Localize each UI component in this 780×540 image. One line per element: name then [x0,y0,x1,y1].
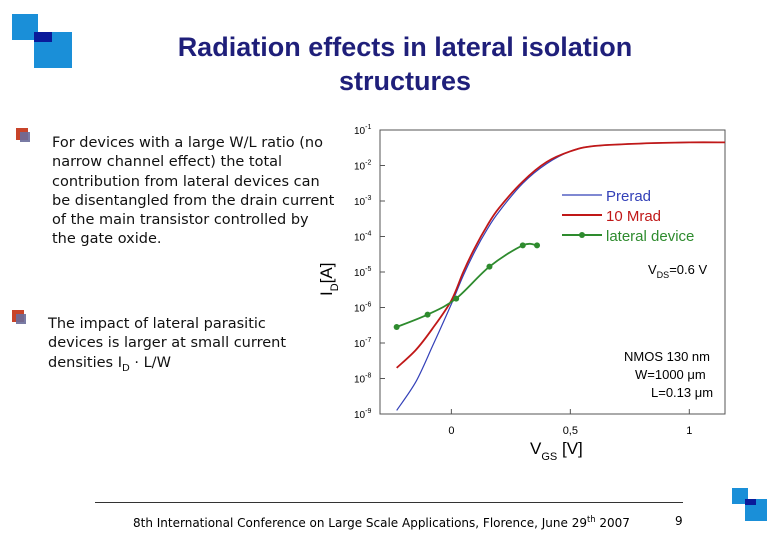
x-axis-label: VGS [V] [530,439,583,463]
y-axis-label: ID[A] [317,263,341,296]
x-tick-label: 0 [448,425,454,437]
length-annotation: L=0.13 μm [651,385,713,400]
legend-prerad-label: Prerad [606,188,651,205]
legend-lateral-label: lateral device [606,228,694,245]
y-tick-label: 10-8 [354,373,371,386]
y-tick-label: 10-2 [354,160,371,173]
y-tick-label: 10-3 [354,195,371,208]
y-tick-label: 10-9 [354,408,371,421]
id-vgs-chart: 10-1 10-2 10-3 10-4 10-5 10-6 10-7 10-8 10-9 0 0,… [317,124,726,463]
footer-year: 2007 [595,516,630,530]
lateral-device-point [453,295,460,302]
footer-text: 8th International Conference on Large Sc… [133,514,630,530]
logo-square [12,14,38,40]
page-number: 9 [675,514,683,528]
y-tick-label: 10-5 [354,266,371,279]
footer-divider [95,502,683,503]
bullet-2-main: The impact of lateral parasitic devices … [48,316,287,371]
y-tick-label: 10-4 [354,231,371,244]
legend-10mrad-label: 10 Mrad [606,208,661,225]
footer-main: 8th International Conference on Large Sc… [133,516,587,530]
series-line-10-mrad [396,141,726,369]
legend-lateral-marker [579,232,585,238]
width-annotation: W=1000 μm [635,367,706,382]
conference-logo-small [732,488,772,528]
lateral-device-point [519,242,526,249]
vds-annotation: VDS=0.6 V [648,262,707,280]
lateral-device-point [534,242,541,249]
x-tick-label: 1 [686,425,692,437]
logo-square [732,488,748,504]
bullet-2-sub: D [121,362,130,374]
logo-square [745,499,756,505]
logo-square [34,32,52,42]
nmos-annotation: NMOS 130 nm [624,349,710,364]
lateral-device-point [424,311,431,318]
y-tick-label: 10-1 [354,124,371,137]
bullet-square-icon [12,310,29,327]
bullet-2-tail: · L/W [129,354,171,371]
footer-sup: th [586,514,596,524]
y-tick-label: 10-7 [354,337,371,350]
y-tick-label: 10-6 [354,302,371,315]
x-tick-label: 0,5 [563,425,578,437]
bullet-text-1: For devices with a large W/L ratio (no n… [52,135,335,248]
lateral-device-point [393,324,400,331]
lateral-device-point [486,263,493,270]
bullet-text-2: The impact of lateral parasitic devices … [48,315,320,378]
slide-title: Radiation effects in lateral isolation s… [177,32,633,96]
svg-text:ID[A]: ID[A] [317,263,341,296]
bullet-square-icon [16,128,33,145]
conference-logo [12,14,82,74]
